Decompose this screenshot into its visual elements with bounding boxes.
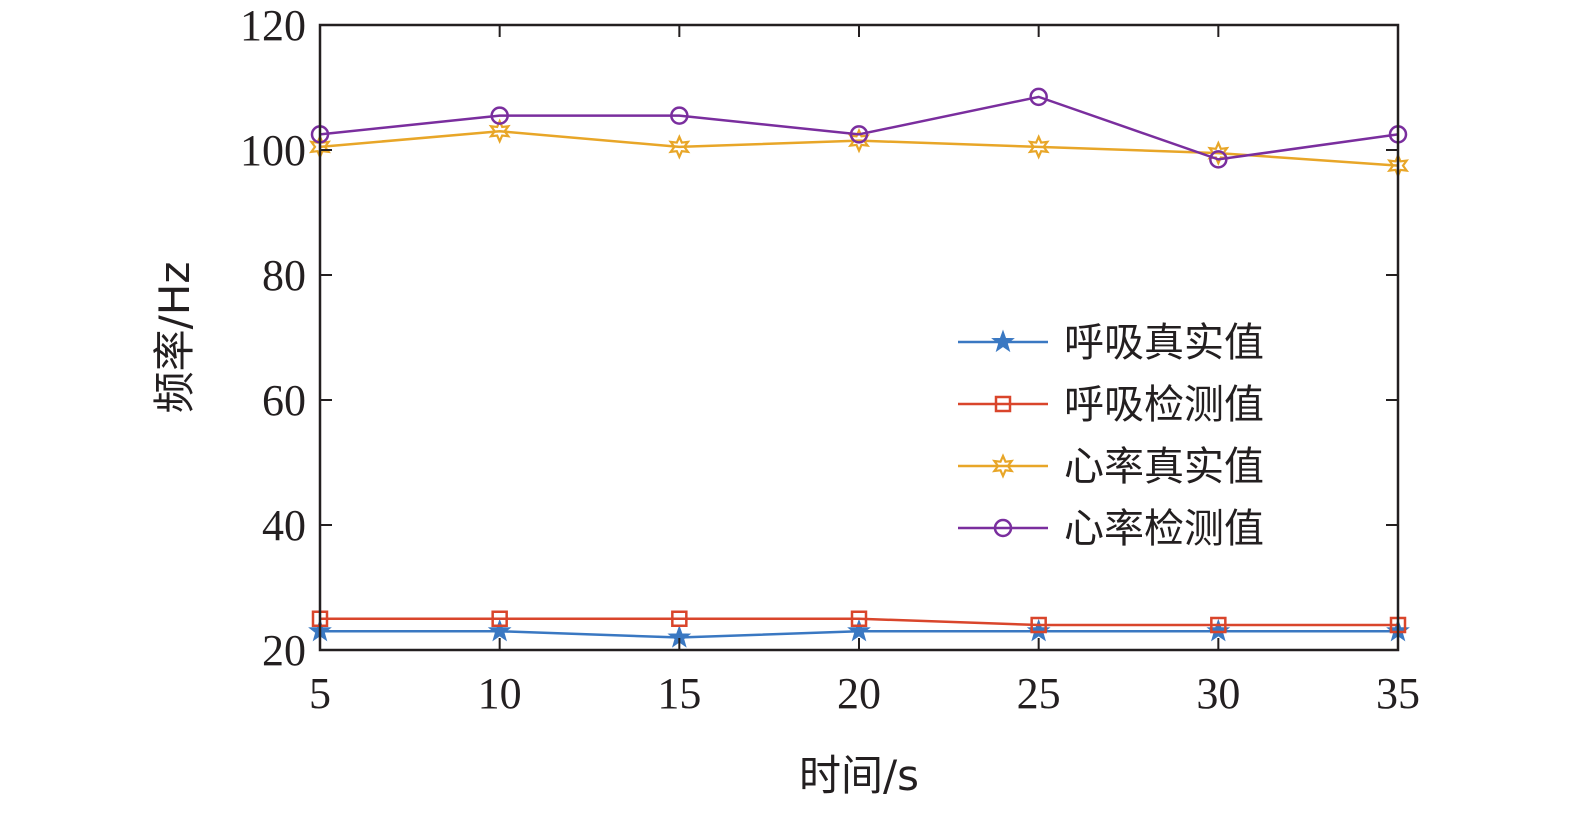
x-tick-label-2: 15 <box>657 669 701 718</box>
series-line-3 <box>319 95 1399 161</box>
x-tick-label-6: 35 <box>1376 669 1420 718</box>
series-line-2 <box>319 129 1399 167</box>
y-tick-label-3: 80 <box>262 251 306 300</box>
y-tick-label-5: 120 <box>240 1 306 50</box>
x-axis-title: 时间/s <box>799 751 919 800</box>
data-point-s3-p4 <box>1029 87 1048 107</box>
data-point-s2-p2 <box>668 134 691 160</box>
legend-item-0: 呼吸真实值 <box>958 320 1264 366</box>
x-tick-label-4: 25 <box>1017 669 1061 718</box>
data-point-s3-p1 <box>490 106 509 125</box>
data-point-s3-p3 <box>849 125 869 144</box>
y-axis: 20 40 60 80 100 120 <box>240 1 1398 675</box>
data-point-s2-p4 <box>1027 134 1050 160</box>
data-point-s0-p1 <box>487 618 512 642</box>
data-point-s1-p3 <box>850 610 868 627</box>
data-point-s3-p5 <box>1209 150 1228 169</box>
legend-label-1: 呼吸检测值 <box>1064 382 1264 428</box>
data-point-s3-p2 <box>670 106 689 125</box>
x-tick-label-1: 10 <box>478 669 522 718</box>
data-point-s0-p3 <box>847 618 871 642</box>
x-tick-label-0: 5 <box>309 669 331 718</box>
data-point-s2-p1 <box>488 118 511 144</box>
data-point-s1-p2 <box>671 610 688 627</box>
data-point-s1-p5 <box>1210 616 1227 634</box>
legend-item-1: 呼吸检测值 <box>958 382 1264 428</box>
legend-label-3: 心率检测值 <box>1064 506 1264 552</box>
legend-marker-0 <box>991 329 1015 353</box>
data-point-s1-p1 <box>491 610 508 627</box>
y-tick-label-0: 20 <box>262 626 306 675</box>
plot-series-layer <box>308 87 1410 648</box>
series-line-1 <box>320 617 1398 627</box>
legend-marker-1 <box>994 395 1012 413</box>
legend-label-2: 心率真实值 <box>1064 444 1264 490</box>
legend-marker-2 <box>991 453 1015 479</box>
y-tick-label-4: 100 <box>240 126 306 175</box>
x-tick-label-5: 30 <box>1196 669 1240 718</box>
legend-label-0: 呼吸真实值 <box>1064 320 1264 366</box>
legend-item-2: 心率真实值 <box>958 444 1264 490</box>
x-axis: 5 10 15 20 25 30 35 <box>309 25 1420 718</box>
y-tick-label-2: 60 <box>262 376 306 425</box>
legend-marker-3 <box>993 518 1013 538</box>
x-tick-label-3: 20 <box>837 669 881 718</box>
y-tick-label-1: 40 <box>262 501 306 550</box>
legend-item-3: 心率检测值 <box>958 506 1264 552</box>
data-point-s2-p5 <box>1207 140 1230 166</box>
data-point-s1-p4 <box>1030 616 1047 634</box>
y-axis-title: 频率/Hz <box>150 262 199 414</box>
series-2 <box>308 118 1410 179</box>
